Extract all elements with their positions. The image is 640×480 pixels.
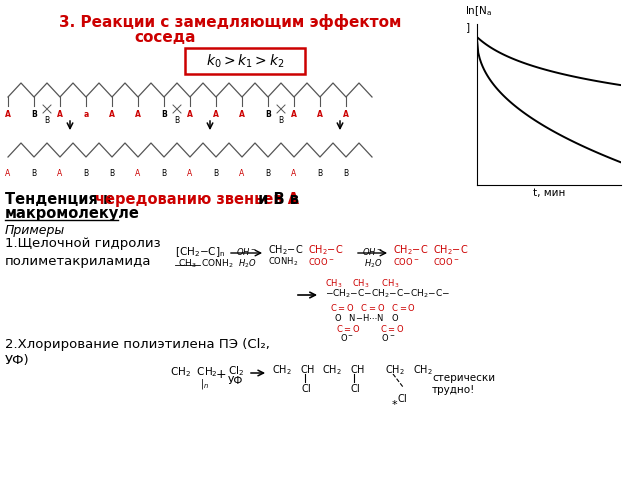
Text: Тенденция к: Тенденция к — [5, 192, 118, 207]
Text: УФ: УФ — [228, 376, 243, 386]
Text: A: A — [5, 169, 11, 178]
Text: B: B — [175, 116, 180, 125]
Text: $\mathsf{COO^-}$: $\mathsf{COO^-}$ — [308, 256, 335, 267]
Text: B: B — [31, 110, 37, 119]
Text: A: A — [136, 169, 141, 178]
Text: B: B — [344, 169, 349, 178]
Text: $\mathsf{CH_2}$: $\mathsf{CH_2}$ — [272, 363, 292, 377]
Text: $\mathsf{CH}$: $\mathsf{CH}$ — [350, 363, 365, 375]
Text: $OH^-$: $OH^-$ — [362, 246, 383, 257]
Text: $\mathsf{]}$: $\mathsf{]}$ — [465, 22, 470, 35]
Text: A: A — [291, 110, 297, 119]
Text: Примеры: Примеры — [5, 224, 65, 237]
Text: A: A — [5, 110, 11, 119]
Text: $\mathsf{CH_3\ \ \ \ CH_3\ \ \ \ \ CH_3}$: $\mathsf{CH_3\ \ \ \ CH_3\ \ \ \ \ CH_3}… — [325, 277, 399, 289]
Text: $k_0 > k_1 > k_2$: $k_0 > k_1 > k_2$ — [205, 52, 284, 70]
Text: $\mathsf{O\ \ \ N{-}H{\cdots}N\ \ \ O}$: $\mathsf{O\ \ \ N{-}H{\cdots}N\ \ \ O}$ — [334, 312, 399, 323]
Text: $\mathsf{CH_2}$: $\mathsf{CH_2}$ — [413, 363, 433, 377]
Bar — [185, 48, 305, 74]
Text: $\mathsf{Cl}$: $\mathsf{Cl}$ — [301, 382, 312, 394]
Text: A: A — [291, 169, 296, 178]
Text: $\mathsf{O^-\ \ \ \ \ \ \ \ \ \ O^-}$: $\mathsf{O^-\ \ \ \ \ \ \ \ \ \ O^-}$ — [340, 332, 396, 343]
Text: $\mathsf{CH}$: $\mathsf{CH}$ — [300, 363, 315, 375]
Text: a: a — [83, 110, 88, 119]
Text: B: B — [278, 116, 284, 125]
Text: A: A — [343, 110, 349, 119]
Text: $+$: $+$ — [215, 368, 227, 381]
Text: $\mathsf{C{=}O\ \ \ \ \ \ \ \ C{=}O}$: $\mathsf{C{=}O\ \ \ \ \ \ \ \ C{=}O}$ — [336, 323, 404, 334]
Text: B: B — [213, 169, 219, 178]
Text: 3. Реакции с замедляющим эффектом: 3. Реакции с замедляющим эффектом — [59, 14, 401, 30]
Text: 2.Хлорирование полиэтилена ПЭ (Cl₂,: 2.Хлорирование полиэтилена ПЭ (Cl₂, — [5, 338, 270, 351]
Text: A: A — [58, 169, 63, 178]
Text: B: B — [31, 169, 36, 178]
Text: A: A — [188, 169, 193, 178]
Text: УФ): УФ) — [5, 354, 29, 367]
Text: A: A — [187, 110, 193, 119]
Text: B: B — [83, 169, 88, 178]
Text: $\mathsf{CH_2\ \ CH_2}$: $\mathsf{CH_2\ \ CH_2}$ — [170, 365, 218, 379]
Text: полиметакриламида: полиметакриламида — [5, 255, 152, 268]
Text: $\mathsf{Cl_2}$: $\mathsf{Cl_2}$ — [228, 364, 244, 378]
Text: $\mathsf{Cl}$: $\mathsf{Cl}$ — [397, 392, 408, 404]
Text: B: B — [317, 169, 323, 178]
Text: $\mathsf{-CH_2{-}C{-}CH_2{-}C{-}CH_2{-}C{-}}$: $\mathsf{-CH_2{-}C{-}CH_2{-}C{-}CH_2{-}C… — [325, 288, 450, 300]
Text: B: B — [44, 116, 49, 125]
Text: $\mathsf{CH_2}$: $\mathsf{CH_2}$ — [385, 363, 404, 377]
Text: $\mathsf{Cl}$: $\mathsf{Cl}$ — [350, 382, 360, 394]
X-axis label: t, мин: t, мин — [532, 188, 565, 198]
Text: $\mathsf{C{=}O\ \ \ C{=}O\ \ \ C{=}O}$: $\mathsf{C{=}O\ \ \ C{=}O\ \ \ C{=}O}$ — [330, 302, 416, 313]
Text: B: B — [161, 169, 166, 178]
Text: A: A — [213, 110, 219, 119]
Text: B: B — [266, 169, 271, 178]
Text: $H_2O$: $H_2O$ — [364, 257, 382, 269]
Text: соседа: соседа — [134, 30, 196, 45]
Text: $OH^-$: $OH^-$ — [237, 246, 257, 257]
Text: $\mathsf{COO^-}$: $\mathsf{COO^-}$ — [393, 256, 420, 267]
Text: стерически: стерически — [432, 373, 495, 383]
Text: $\mathsf{CH_2{-}C}$: $\mathsf{CH_2{-}C}$ — [308, 243, 343, 257]
Text: $\mathsf{CH_2{-}C}$: $\mathsf{CH_2{-}C}$ — [268, 243, 303, 257]
Text: B: B — [109, 169, 115, 178]
Text: макромолекуле: макромолекуле — [5, 206, 140, 221]
Text: A: A — [57, 110, 63, 119]
Text: чередованию звеньев А: чередованию звеньев А — [95, 192, 299, 207]
Text: A: A — [317, 110, 323, 119]
Text: A: A — [239, 110, 245, 119]
Text: $\mathsf{COO^-}$: $\mathsf{COO^-}$ — [433, 256, 460, 267]
Text: $\mathsf{CH_3\ \ CONH_2}$: $\mathsf{CH_3\ \ CONH_2}$ — [178, 257, 234, 269]
Text: $\mathsf{[CH_2{-}C]_n}$: $\mathsf{[CH_2{-}C]_n}$ — [175, 245, 225, 259]
Text: A: A — [239, 169, 244, 178]
Text: B: B — [265, 110, 271, 119]
Text: $\mathsf{CH_2{-}C}$: $\mathsf{CH_2{-}C}$ — [433, 243, 468, 257]
Text: A: A — [135, 110, 141, 119]
Text: $|_n$: $|_n$ — [200, 377, 209, 391]
Text: $\mathsf{CH_2}$: $\mathsf{CH_2}$ — [322, 363, 342, 377]
Text: B: B — [161, 110, 167, 119]
Text: 1.Щелочной гидролиз: 1.Щелочной гидролиз — [5, 237, 161, 250]
Text: и В в: и В в — [253, 192, 299, 207]
Text: $\mathsf{CONH_2}$: $\mathsf{CONH_2}$ — [268, 256, 298, 268]
Text: *: * — [392, 400, 397, 410]
Text: $H_2O$: $H_2O$ — [237, 257, 256, 269]
Text: A: A — [109, 110, 115, 119]
Text: трудно!: трудно! — [432, 385, 476, 395]
Text: $\mathsf{CH_2{-}C}$: $\mathsf{CH_2{-}C}$ — [393, 243, 428, 257]
Text: $\mathsf{ln[N_a}$: $\mathsf{ln[N_a}$ — [465, 4, 492, 18]
